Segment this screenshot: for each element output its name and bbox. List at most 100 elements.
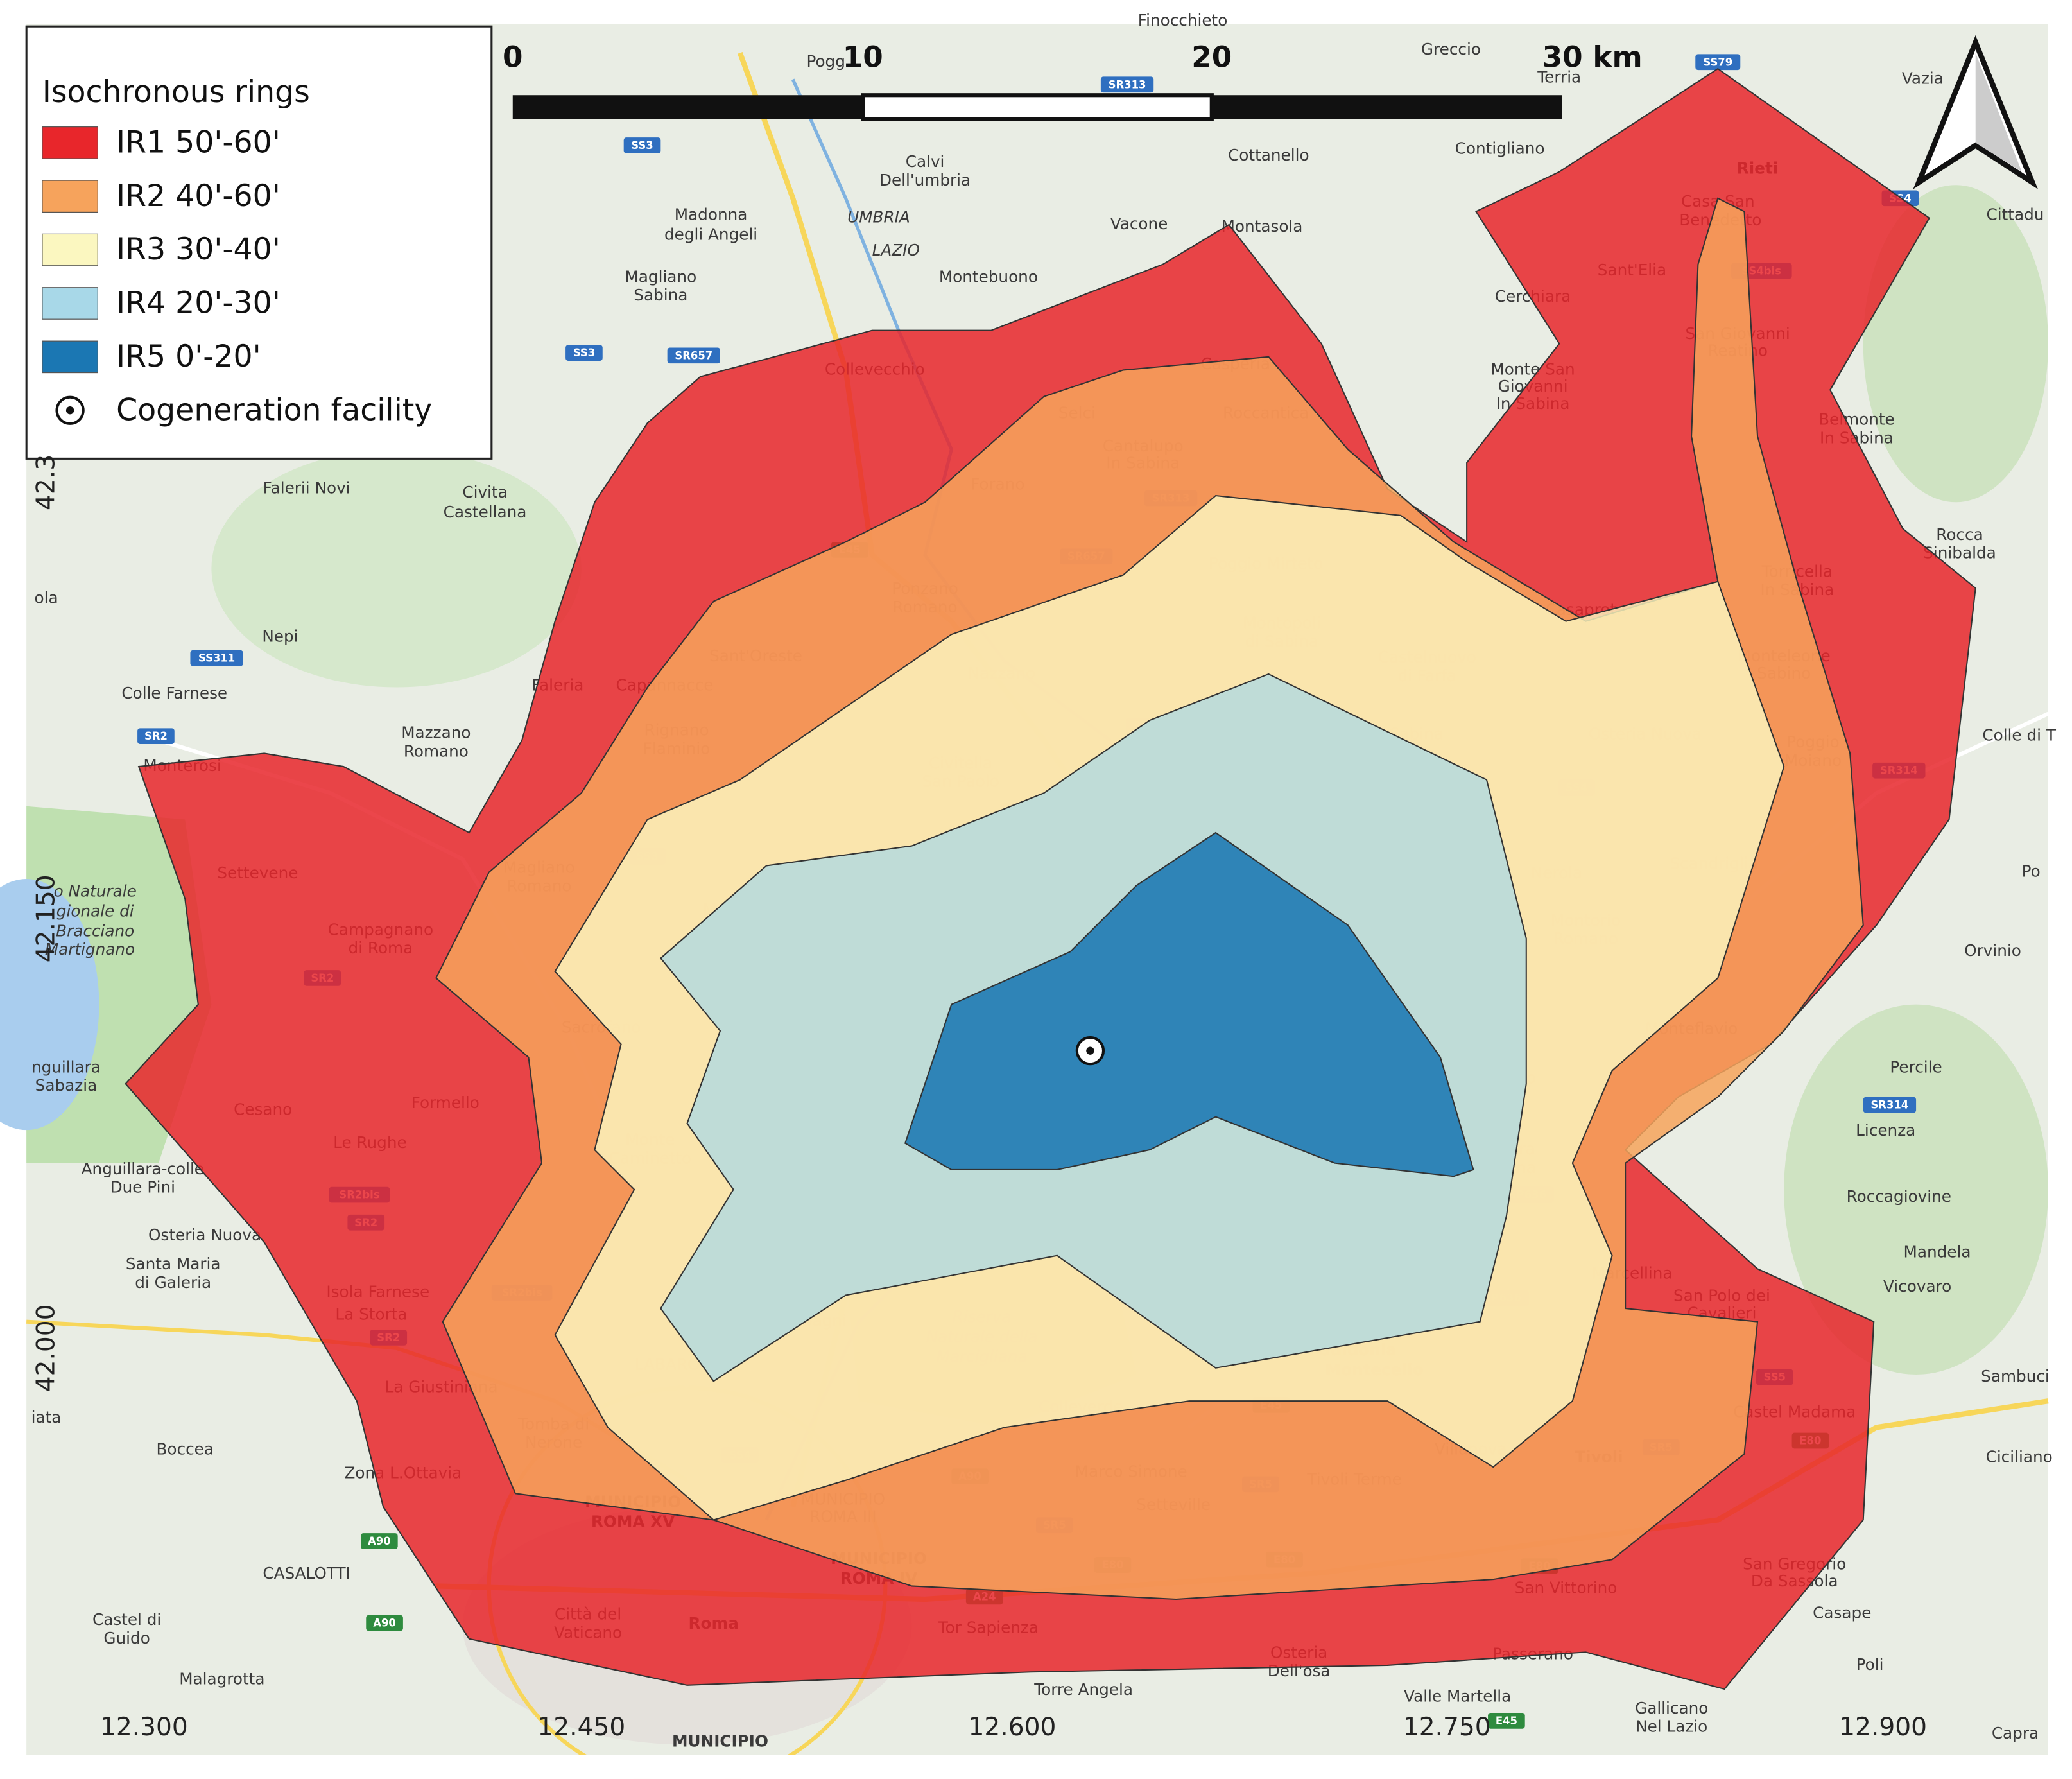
legend-label: IR3 30'-40' — [116, 232, 281, 267]
scale-label: 20 — [1191, 40, 1232, 74]
scale-bar: 0 10 20 30 km — [503, 40, 1643, 121]
place-label: Contigliano — [1455, 139, 1545, 158]
place-label: Vazia — [1902, 69, 1944, 88]
place-label: Orvinio — [1964, 941, 2021, 960]
scale-segment — [512, 95, 863, 119]
place-label: Boccea — [156, 1439, 214, 1458]
place-label: Casape — [1813, 1604, 1871, 1622]
road-shield — [667, 347, 720, 364]
place-label: Nepi — [262, 627, 298, 645]
road-shield — [361, 1533, 398, 1549]
place-label: Sambuci — [1981, 1367, 2050, 1385]
place-label: Madonna — [675, 205, 748, 224]
place-label: Greccio — [1421, 40, 1481, 58]
place-label: UMBRIA — [847, 208, 910, 227]
place-label: iata — [31, 1408, 62, 1427]
cogeneration-facility-marker — [1075, 1036, 1105, 1066]
place-label: Ciciliano — [1986, 1448, 2053, 1466]
place-label: CASALOTTI — [263, 1564, 350, 1583]
latitude-label: 42.000 — [32, 1304, 61, 1392]
legend-title: Isochronous rings — [42, 74, 310, 110]
place-label: Osteria Nuova — [148, 1226, 261, 1244]
green-area — [211, 449, 582, 688]
place-label: Castel di — [92, 1610, 161, 1629]
place-label: o Naturale — [54, 882, 137, 901]
place-label: Torre Angela — [1033, 1680, 1133, 1699]
legend-label: IR2 40'-60' — [116, 178, 281, 214]
legend-swatch — [42, 180, 98, 213]
place-label: Poli — [1856, 1655, 1884, 1674]
latitude-label: 42.3 — [32, 455, 61, 510]
road-label: SS79 — [1703, 56, 1732, 68]
road-label: A90 — [373, 1617, 396, 1629]
legend: Isochronous rings IR1 50'-60' IR2 40'-60' I… — [25, 25, 493, 460]
place-label: Montebuono — [939, 267, 1038, 286]
legend-swatch — [42, 340, 98, 374]
road-shield — [366, 1615, 403, 1631]
road-label: SR2 — [144, 730, 168, 742]
scale-label: 0 — [503, 40, 523, 74]
place-label: gionale di — [56, 901, 134, 920]
place-label: Magliano — [625, 267, 696, 286]
place-label: Calvi — [906, 152, 945, 171]
place-label: Vicovaro — [1883, 1277, 1951, 1296]
legend-swatch — [42, 287, 98, 320]
scale-segment — [861, 93, 1214, 121]
place-label: Percile — [1890, 1057, 1942, 1076]
road-shield — [1100, 76, 1154, 93]
road-label: SS3 — [573, 347, 595, 359]
legend-facility-dot — [65, 406, 74, 415]
place-label: Cottanello — [1228, 146, 1309, 164]
legend-swatch — [42, 126, 98, 159]
place-label: Bracciano — [56, 921, 134, 940]
scale-label: 30 km — [1542, 40, 1643, 74]
road-label: E45 — [1496, 1715, 1517, 1727]
road-label: SR313 — [1109, 78, 1146, 91]
longitude-label: 12.900 — [1839, 1713, 1927, 1742]
legend-label: Cogeneration facility — [116, 392, 432, 428]
place-label: degli Angeli — [664, 225, 757, 243]
road-shield — [623, 137, 661, 153]
place-label: Anguillara-colle — [82, 1159, 204, 1178]
place-label: Cittadu — [1987, 205, 2044, 224]
north-arrow-shade — [1975, 53, 2022, 172]
road-label: SS311 — [198, 652, 235, 664]
legend-label: IR5 0'-20' — [116, 339, 261, 374]
green-area — [1784, 1004, 2048, 1375]
scale-segment — [1211, 95, 1562, 119]
place-label: Licenza — [1856, 1121, 1915, 1140]
place-label: Colle Farnese — [121, 684, 227, 702]
road-shield — [190, 650, 243, 666]
place-label: Falerii Novi — [263, 479, 350, 498]
facility-dot — [1086, 1046, 1094, 1055]
place-label: nguillara — [31, 1057, 101, 1076]
place-label: Civita — [462, 483, 507, 501]
scale-label: 10 — [843, 40, 883, 74]
place-label: MUNICIPIO — [672, 1731, 768, 1750]
place-label: Romano — [404, 742, 469, 760]
legend-label: IR4 20'-30' — [116, 286, 281, 321]
green-area — [1863, 185, 2048, 503]
lake — [0, 879, 99, 1131]
road-label: SR657 — [675, 349, 712, 361]
place-label: Rocca — [1936, 525, 1983, 544]
place-label: Sabina — [634, 286, 687, 304]
north-arrow — [1913, 35, 2038, 189]
place-label: Mandela — [1904, 1243, 1971, 1262]
road-shield — [137, 728, 175, 745]
place-label: Malagrotta — [179, 1670, 264, 1688]
place-label: LAZIO — [872, 241, 920, 259]
place-label: Castellana — [444, 503, 527, 521]
road-label: A90 — [368, 1535, 391, 1547]
longitude-label: 12.750 — [1403, 1713, 1491, 1742]
place-label: Capra — [1992, 1724, 2039, 1742]
place-label: Nel Lazio — [1636, 1717, 1707, 1736]
longitude-label: 12.450 — [537, 1713, 625, 1742]
place-label: ola — [35, 589, 58, 607]
road-label: SR314 — [1870, 1099, 1908, 1111]
place-label: Guido — [103, 1629, 150, 1647]
road-shield — [565, 345, 603, 361]
legend-label: IR1 50'-60' — [116, 125, 281, 160]
place-label: Valle Martella — [1404, 1687, 1511, 1705]
place-label: Finocchieto — [1138, 11, 1228, 30]
